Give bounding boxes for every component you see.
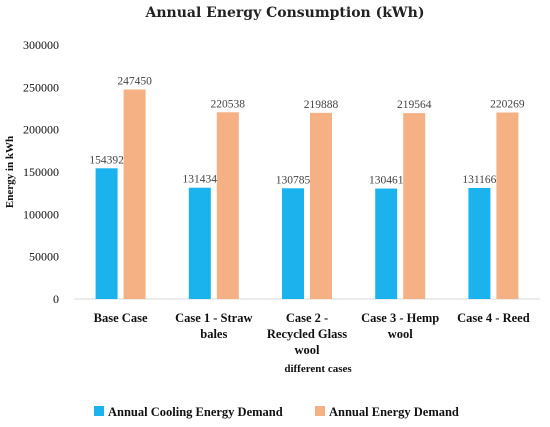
y-tick-label: 0 (53, 292, 59, 306)
y-tick-label: 150000 (23, 165, 59, 179)
data-label: 130461 (369, 175, 404, 187)
bar-energy-demand (216, 112, 239, 299)
data-label: 220269 (490, 99, 525, 111)
legend-label: Annual Cooling Energy Demand (108, 405, 283, 419)
y-axis-label: Energy in kWh (4, 136, 16, 208)
x-tick-label: Case 4 - Reed (457, 311, 530, 325)
data-label: 131166 (462, 174, 496, 186)
x-axis-ticks: Base Case Case 1 - Straw bales Case 2 -Recy… (94, 311, 530, 357)
bar-cooling-demand (282, 188, 304, 299)
data-label: 220538 (211, 98, 246, 110)
legend-swatch (315, 406, 325, 416)
legend-swatch (94, 406, 104, 416)
y-tick-label: 250000 (23, 80, 59, 94)
y-tick-label: 300000 (23, 38, 59, 52)
y-tick-label: 200000 (23, 123, 59, 137)
bar-energy-demand (403, 113, 426, 299)
chart-title: Annual Energy Consumption (kWh) (145, 5, 425, 21)
x-tick-label: Case 2 -Recycled Glass wool (267, 311, 347, 357)
bar-cooling-demand (468, 187, 491, 299)
legend: Annual Cooling Energy Demand Annual Energ… (94, 405, 459, 419)
bar-energy-demand (496, 112, 519, 299)
x-tick-label: Base Case (94, 311, 148, 325)
data-label: 154392 (89, 154, 124, 166)
bar-energy-demand (310, 112, 332, 300)
y-tick-label: 100000 (23, 207, 59, 221)
data-label: 219888 (304, 99, 339, 111)
y-axis-ticks: 0 50000 100000 150000 200000 250000 300000 (23, 38, 59, 306)
x-tick-label: Case 1 - Straw bales (175, 311, 252, 341)
data-label: 219564 (397, 99, 432, 111)
bars-group (95, 89, 519, 300)
data-label: 247450 (117, 75, 152, 87)
data-labels-group: 154392 247450 131434 220538 130785 219888 1304… (89, 75, 525, 186)
x-axis-label: different cases (284, 363, 352, 375)
data-label: 131434 (183, 174, 218, 186)
legend-label: Annual Energy Demand (329, 405, 459, 419)
data-label: 130785 (276, 174, 311, 186)
x-tick-label: Case 3 - Hemp wool (361, 311, 439, 341)
y-tick-label: 50000 (29, 250, 59, 264)
bar-cooling-demand (188, 187, 211, 299)
bar-cooling-demand (375, 188, 398, 299)
bar-energy-demand (123, 89, 146, 299)
bar-cooling-demand (95, 168, 118, 299)
